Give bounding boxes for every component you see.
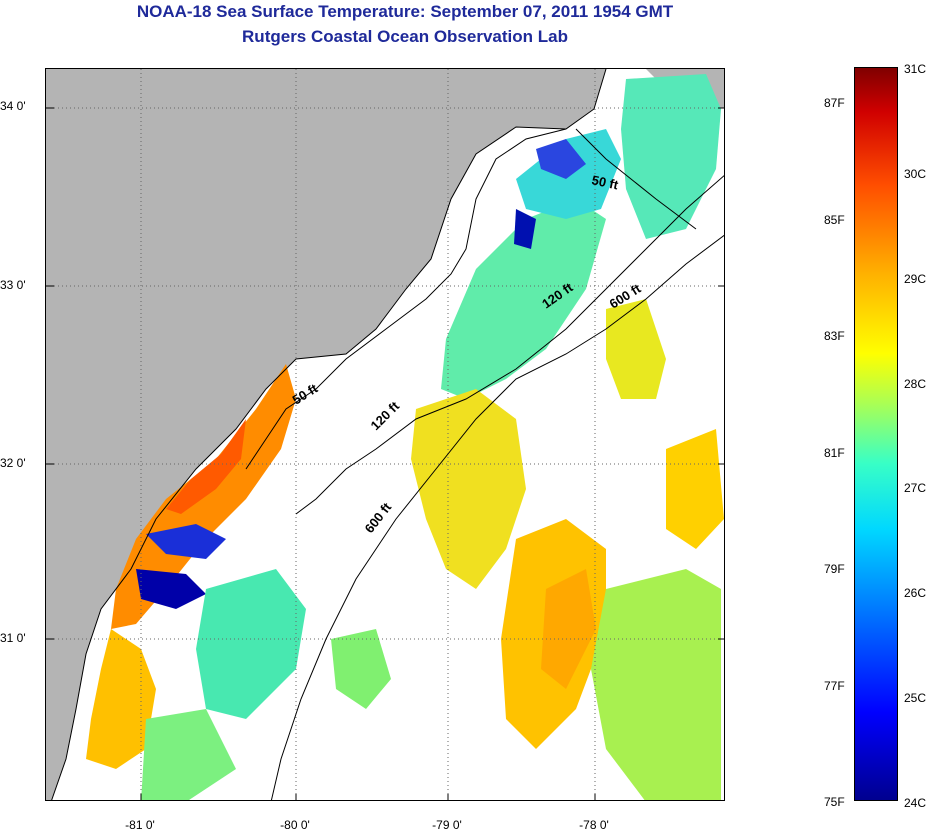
sst-patch (514, 209, 536, 249)
colorbar-label-83f: 83F (824, 329, 845, 343)
sst-patch (411, 389, 526, 589)
contour-label-50ft-north: 50 ft (590, 172, 620, 192)
land-mass (46, 69, 606, 800)
sst-patch (666, 429, 724, 549)
sst-patch (141, 709, 236, 800)
sst-patch (146, 524, 226, 559)
map-subtitle: Rutgers Coastal Ocean Observation Lab (242, 27, 568, 46)
lat-label-31: 31 0' (0, 631, 26, 645)
lon-label-81: -81 0' (125, 818, 155, 832)
sst-patch (441, 199, 606, 399)
sst-patch (621, 74, 721, 239)
map-title: NOAA-18 Sea Surface Temperature: Septemb… (136, 2, 674, 21)
sst-patch (136, 569, 206, 609)
colorbar-label-79f: 79F (824, 562, 845, 576)
contour-50ft (245, 128, 697, 470)
sst-map-canvas: 50 ft 120 ft 600 ft 50 ft 120 ft 600 ft (46, 69, 724, 800)
colorbar-label-28c: 28C (904, 377, 927, 391)
colorbar-label-25c: 25C (904, 691, 927, 705)
lon-label-78: -78 0' (579, 818, 609, 832)
colorbar-label-77f: 77F (824, 679, 845, 693)
colorbar-label-75f: 75F (824, 795, 845, 809)
axis-ticks (46, 107, 724, 800)
colorbar-label-29c: 29C (904, 272, 927, 286)
lon-label-79: -79 0' (432, 818, 462, 832)
lat-label-33: 33 0' (0, 278, 26, 292)
sst-patch (541, 569, 596, 689)
colorbar-label-30c: 30C (904, 167, 927, 181)
contour-120ft (295, 175, 724, 515)
contour-label-600ft-south: 600 ft (362, 499, 395, 536)
sst-patch (536, 139, 586, 179)
sst-patches (86, 74, 724, 800)
sst-patch (196, 569, 306, 719)
lat-label-34: 34 0' (0, 99, 26, 113)
coastline (51, 69, 607, 800)
temperature-colorbar (854, 67, 898, 801)
lat-label-32: 32 0' (0, 456, 26, 470)
lon-label-80: -80 0' (280, 818, 310, 832)
colorbar-label-27c: 27C (904, 481, 927, 495)
contour-600ft (270, 234, 724, 800)
map-grid (46, 69, 724, 800)
colorbar-label-26c: 26C (904, 586, 927, 600)
sst-patch (591, 569, 721, 800)
sst-patch (331, 629, 391, 709)
contour-label-50ft-south: 50 ft (290, 380, 321, 407)
sst-patch (166, 419, 246, 514)
contour-label-120ft-south: 120 ft (368, 398, 403, 433)
sst-map[interactable]: 50 ft 120 ft 600 ft 50 ft 120 ft 600 ft (45, 68, 725, 801)
colorbar-label-87f: 87F (824, 96, 845, 110)
colorbar-label-85f: 85F (824, 213, 845, 227)
sst-patch (606, 299, 666, 399)
sst-patch (86, 629, 156, 769)
colorbar-label-24c: 24C (904, 796, 927, 810)
colorbar-label-31c: 31C (904, 62, 927, 76)
colorbar-label-81f: 81F (824, 446, 845, 460)
